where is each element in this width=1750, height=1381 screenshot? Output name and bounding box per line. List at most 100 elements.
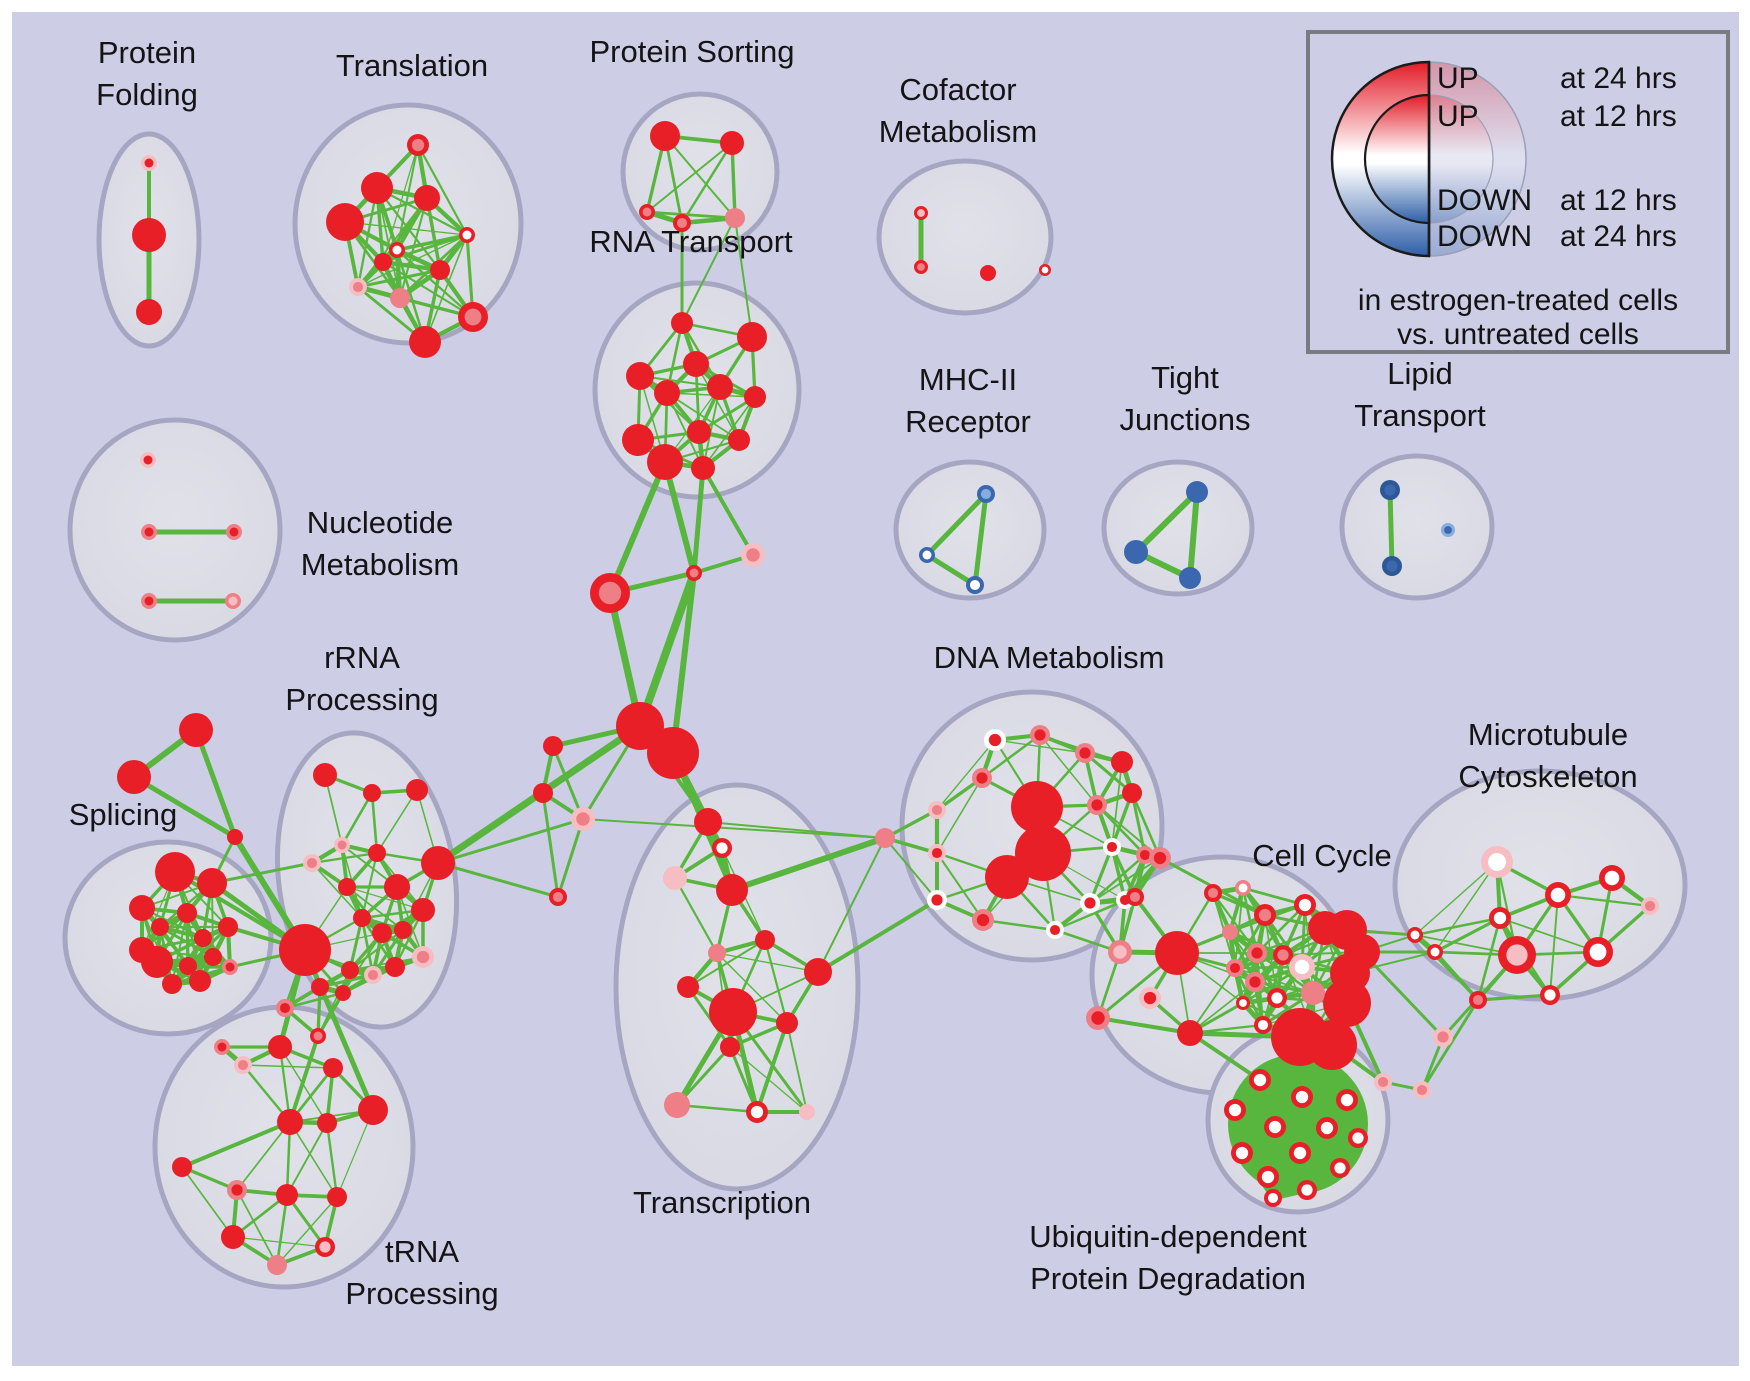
node-core-cell-cycle <box>1229 962 1241 974</box>
node-trna-processing <box>172 1157 192 1177</box>
edge <box>436 861 560 899</box>
label-layer: Protein Folding Translation Protein Sorting… <box>69 34 1638 1311</box>
cluster-label-nucleotide-metabolism: Nucleotide <box>307 505 453 540</box>
node-translation <box>414 185 440 211</box>
edge <box>131 774 238 840</box>
node-rna-transport <box>654 380 680 406</box>
node-core-transcription <box>750 1105 764 1119</box>
node-core-protein-sorting <box>676 217 688 229</box>
node-rrna-processing <box>363 784 381 802</box>
edge <box>344 221 468 236</box>
node-transcription <box>776 1012 798 1034</box>
node-core-bridge-right <box>1437 1031 1449 1043</box>
edge <box>662 459 697 576</box>
node-core-microtubule-cytoskeleton <box>1604 870 1620 886</box>
node-core-cofactor-metabolism <box>917 263 925 271</box>
cluster-label-translation: Translation <box>336 48 488 83</box>
node-core-ubiquitin-degradation <box>1340 1093 1354 1107</box>
node-transcription <box>694 808 722 836</box>
edge <box>1130 791 1162 860</box>
edge <box>1234 1099 1348 1111</box>
node-transcription <box>664 1092 690 1118</box>
node-core-microtubule-cytoskeleton <box>1506 944 1528 966</box>
node-central-hub <box>533 783 553 803</box>
node-core-ubiquitin-degradation <box>1295 1090 1309 1104</box>
node-core-trna-processing <box>231 1184 243 1196</box>
node-cell-cycle <box>1155 931 1199 975</box>
node-core-dna-metabolism <box>1084 897 1096 909</box>
node-rrna-processing <box>353 909 371 927</box>
node-core-protein-folding <box>144 158 154 168</box>
node-core-rrna-processing <box>367 969 379 981</box>
node-core-dna-metabolism <box>1106 841 1118 853</box>
edge <box>370 791 379 855</box>
edge <box>981 918 1057 932</box>
node-tight-junctions <box>1124 540 1148 564</box>
node-core-dna-metabolism <box>1079 747 1091 759</box>
node-cell-cycle <box>1222 924 1238 940</box>
edge <box>541 791 560 899</box>
node-rrna-processing <box>335 985 351 1001</box>
node-rna-transport <box>647 444 683 480</box>
edge <box>1413 933 1480 1002</box>
node-rna-transport <box>626 362 654 390</box>
node-rrna-processing <box>384 874 410 900</box>
node-core-cell-cycle <box>1294 959 1310 975</box>
edge <box>236 1121 291 1191</box>
node-rna-transport <box>671 312 693 334</box>
edge <box>666 392 740 441</box>
legend-circle-faded-half <box>1428 94 1494 224</box>
node-trna-processing <box>323 1058 343 1078</box>
node-cell-cycle <box>1301 981 1325 1005</box>
edge <box>645 210 737 220</box>
cluster-label-trna-processing: tRNA <box>385 1234 459 1269</box>
node-core-microtubule-cytoskeleton <box>1550 887 1566 903</box>
edge <box>1088 853 1147 905</box>
legend-entry-status: UP <box>1437 100 1479 133</box>
node-tight-junctions <box>1186 481 1208 503</box>
node-trna-processing <box>277 1109 303 1135</box>
edge <box>702 396 756 469</box>
cluster-label-rrna-processing: rRNA <box>324 640 400 675</box>
node-splicing <box>189 970 211 992</box>
node-transcription <box>709 988 757 1036</box>
node-splicing <box>141 946 173 978</box>
legend-circle-solid-half <box>1363 93 1431 225</box>
edge <box>1187 489 1200 581</box>
edge <box>275 1193 289 1267</box>
cluster-ellipse-mhc-ii-receptor <box>893 459 1047 601</box>
edge <box>236 1189 278 1266</box>
node-core-dna-metabolism <box>931 804 943 816</box>
node-dna-metabolism <box>985 855 1029 899</box>
edge <box>180 1120 292 1169</box>
node-core-microtubule-cytoskeleton <box>1430 947 1440 957</box>
cluster-label-microtubule-cytoskeleton: Microtubule <box>1468 717 1628 752</box>
node-cell-cycle <box>1177 1020 1203 1046</box>
edge <box>276 1196 338 1266</box>
edge <box>436 817 585 865</box>
node-core-translation <box>462 230 472 240</box>
node-core-ubiquitin-degradation <box>1293 1146 1307 1160</box>
node-rrna-processing <box>279 924 331 976</box>
node-core-cell-cycle <box>1251 947 1263 959</box>
node-trna-processing <box>267 1255 287 1275</box>
cluster-label-mhc-ii-receptor: MHC-II <box>919 362 1017 397</box>
legend-box <box>1306 30 1730 354</box>
edge <box>1434 861 1498 953</box>
edge <box>357 234 468 288</box>
edge <box>681 217 736 324</box>
node-core-microtubule-cytoskeleton <box>1488 853 1506 871</box>
node-core-mhc-ii-receptor <box>969 579 981 591</box>
node-core-central-hub <box>598 581 622 605</box>
node-transcription <box>720 1037 740 1057</box>
node-core-dna-metabolism <box>1129 891 1141 903</box>
edge <box>319 966 396 988</box>
edge <box>340 791 374 847</box>
edge <box>342 932 383 994</box>
cluster-label-rrna-processing: Processing <box>285 682 438 717</box>
edge <box>1387 487 1395 569</box>
cluster-label-transcription: Transcription <box>633 1185 811 1220</box>
edge <box>193 727 238 840</box>
